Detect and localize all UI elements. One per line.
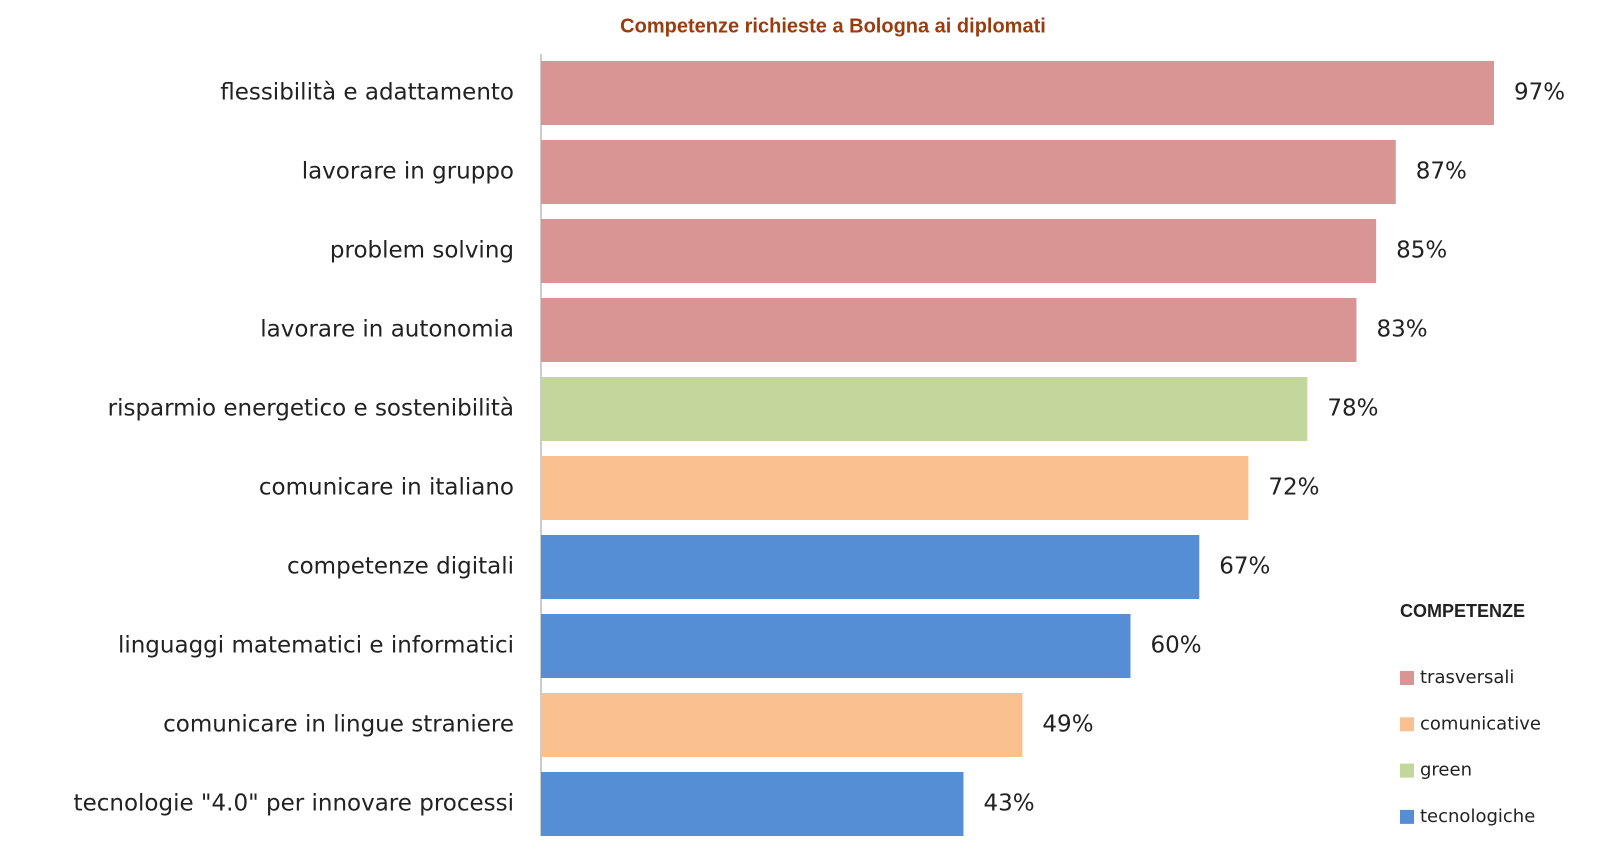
y-tick-label: comunicare in lingue straniere <box>163 712 514 738</box>
bar <box>541 772 964 836</box>
y-tick-label: risparmio energetico e sostenibilità <box>108 396 514 422</box>
y-tick-label: competenze digitali <box>287 554 514 580</box>
legend-swatch <box>1400 671 1414 685</box>
bar <box>541 140 1396 204</box>
legend-label: green <box>1420 760 1472 781</box>
data-label: 67% <box>1219 554 1270 580</box>
legend-label: trasversali <box>1420 667 1514 688</box>
bar <box>541 298 1357 362</box>
data-label: 83% <box>1376 317 1427 343</box>
legend-swatch <box>1400 717 1414 732</box>
data-label: 87% <box>1416 159 1467 185</box>
data-label: 72% <box>1268 475 1319 501</box>
data-label: 97% <box>1514 80 1565 106</box>
y-tick-label: lavorare in autonomia <box>260 317 514 343</box>
data-label: 78% <box>1327 396 1378 422</box>
bar <box>541 614 1131 678</box>
y-tick-label: problem solving <box>330 238 514 264</box>
legend-swatch <box>1400 809 1414 824</box>
data-label: 43% <box>983 791 1034 817</box>
y-tick-label: tecnologie "4.0" per innovare processi <box>74 791 514 817</box>
legend-label: tecnologiche <box>1420 806 1535 827</box>
y-tick-label: flessibilità e adattamento <box>220 80 514 106</box>
data-label: 49% <box>1042 712 1093 738</box>
legend-swatch <box>1400 763 1414 778</box>
bar <box>541 219 1377 283</box>
chart-title: Competenze richieste a Bologna ai diplom… <box>620 15 1046 37</box>
data-label: 60% <box>1151 633 1202 659</box>
bar <box>541 693 1023 757</box>
bar <box>541 535 1200 599</box>
bar <box>541 377 1308 441</box>
data-label: 85% <box>1396 238 1447 264</box>
y-tick-label: lavorare in gruppo <box>302 159 514 185</box>
bar <box>541 456 1249 520</box>
y-tick-label: linguaggi matematici e informatici <box>118 633 514 659</box>
legend-label: comunicative <box>1420 713 1541 734</box>
y-tick-label: comunicare in italiano <box>259 475 514 501</box>
bar <box>541 61 1495 125</box>
legend-title: COMPETENZE <box>1400 601 1525 621</box>
